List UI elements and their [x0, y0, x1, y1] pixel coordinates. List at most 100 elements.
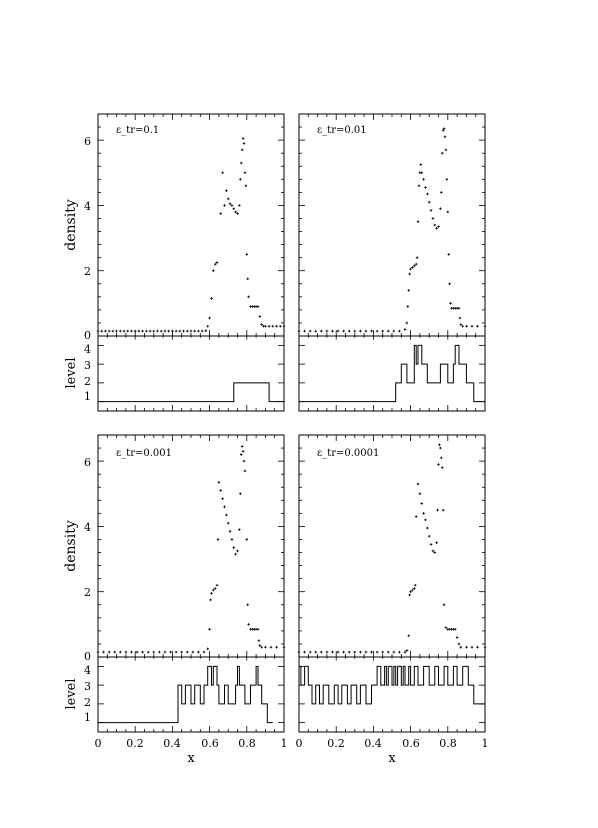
density-point: [418, 492, 422, 496]
density-point: [353, 329, 357, 333]
density-point: [431, 217, 435, 220]
level-series-line: [299, 665, 485, 705]
level-series-line: [98, 665, 273, 724]
density-point: [459, 645, 463, 649]
density-point: [444, 148, 448, 152]
density-point: [100, 329, 104, 333]
density-point: [347, 329, 351, 333]
panel-d-xtick-2: 0.4: [364, 737, 382, 750]
panel-c-xtick-0: 0: [95, 737, 102, 750]
panel-d-xtick-1: 0.2: [327, 737, 345, 750]
density-point: [429, 543, 433, 546]
panel-a-level-frame: [97, 335, 285, 412]
density-point: [213, 262, 217, 266]
density-point: [152, 650, 156, 654]
density-point: [234, 210, 237, 214]
panel-c-level-ylabel: level: [64, 678, 79, 709]
density-point: [453, 627, 457, 631]
density-point: [239, 453, 243, 456]
panel-c-xlabel: x: [187, 751, 195, 766]
density-point: [145, 329, 148, 333]
density-point: [409, 267, 412, 271]
density-point: [141, 650, 144, 654]
density-point: [230, 204, 234, 207]
panel-d-xlabel: x: [388, 751, 396, 766]
panel-c-density-marks: [96, 445, 286, 654]
density-point: [414, 515, 418, 518]
density-point: [243, 469, 247, 473]
density-point: [465, 645, 468, 649]
density-point: [271, 324, 275, 328]
density-point: [420, 171, 424, 175]
density-point: [115, 329, 118, 333]
density-point: [202, 650, 206, 654]
density-point: [364, 650, 368, 654]
density-point: [392, 650, 396, 654]
density-point: [433, 551, 437, 554]
density-point: [206, 324, 210, 328]
density-point: [216, 538, 220, 541]
density-point: [204, 329, 208, 333]
density-point: [411, 266, 414, 269]
panel-a-density-ytick-2: 4: [84, 200, 91, 213]
panel-c-level-ytick-2: 3: [84, 680, 91, 693]
density-point: [210, 297, 213, 300]
density-point: [483, 324, 487, 328]
panel-c-xtick-1: 0.2: [126, 737, 144, 750]
density-point: [113, 650, 117, 654]
panel-c-xtick-3: 0.6: [201, 737, 219, 750]
density-point: [163, 650, 167, 654]
density-point: [275, 324, 278, 328]
density-point: [119, 650, 122, 654]
panel-c: ε_tr=0.001 density level 0 2 4 6 1 2 3 4…: [63, 434, 288, 766]
density-point: [443, 135, 447, 139]
density-point: [275, 645, 278, 649]
density-point: [130, 329, 133, 333]
density-point: [444, 626, 448, 629]
panel-c-xtick-5: 1: [281, 737, 288, 750]
level-series-line: [98, 382, 284, 403]
density-point: [104, 329, 107, 333]
density-point: [416, 220, 420, 224]
density-point: [359, 650, 362, 654]
density-point: [435, 541, 438, 545]
panel-a-level-ytick-1: 2: [84, 375, 91, 388]
density-point: [258, 644, 262, 647]
density-point: [420, 502, 424, 505]
density-point: [405, 321, 409, 325]
density-point: [470, 324, 474, 328]
panel-c-xtick-4: 0.8: [238, 737, 256, 750]
density-point: [260, 323, 263, 326]
panel-b-density-frame: [298, 113, 486, 337]
density-point: [446, 210, 450, 214]
density-point: [413, 264, 416, 268]
density-point: [439, 456, 443, 460]
density-point: [424, 518, 427, 522]
panel-c-level-ytick-0: 1: [84, 711, 91, 724]
density-point: [247, 295, 250, 299]
density-point: [442, 603, 446, 607]
density-point: [197, 329, 200, 333]
density-point: [232, 546, 236, 549]
density-point: [246, 603, 250, 607]
density-point: [448, 282, 451, 286]
density-point: [342, 329, 345, 333]
density-point: [403, 650, 407, 654]
density-point: [459, 323, 463, 326]
panel-d-xtick-5: 1: [482, 737, 489, 750]
density-point: [427, 200, 431, 204]
density-point: [269, 645, 273, 649]
density-point: [392, 329, 396, 333]
panel-b-ticks: [298, 113, 486, 411]
panel-d-ticks: [298, 434, 486, 732]
density-point: [325, 650, 329, 654]
density-point: [320, 329, 323, 333]
density-point: [465, 324, 468, 328]
density-point: [182, 329, 185, 333]
density-point: [264, 645, 267, 649]
density-point: [230, 538, 234, 541]
density-point: [441, 129, 445, 132]
density-point: [174, 650, 178, 654]
density-point: [212, 588, 215, 592]
